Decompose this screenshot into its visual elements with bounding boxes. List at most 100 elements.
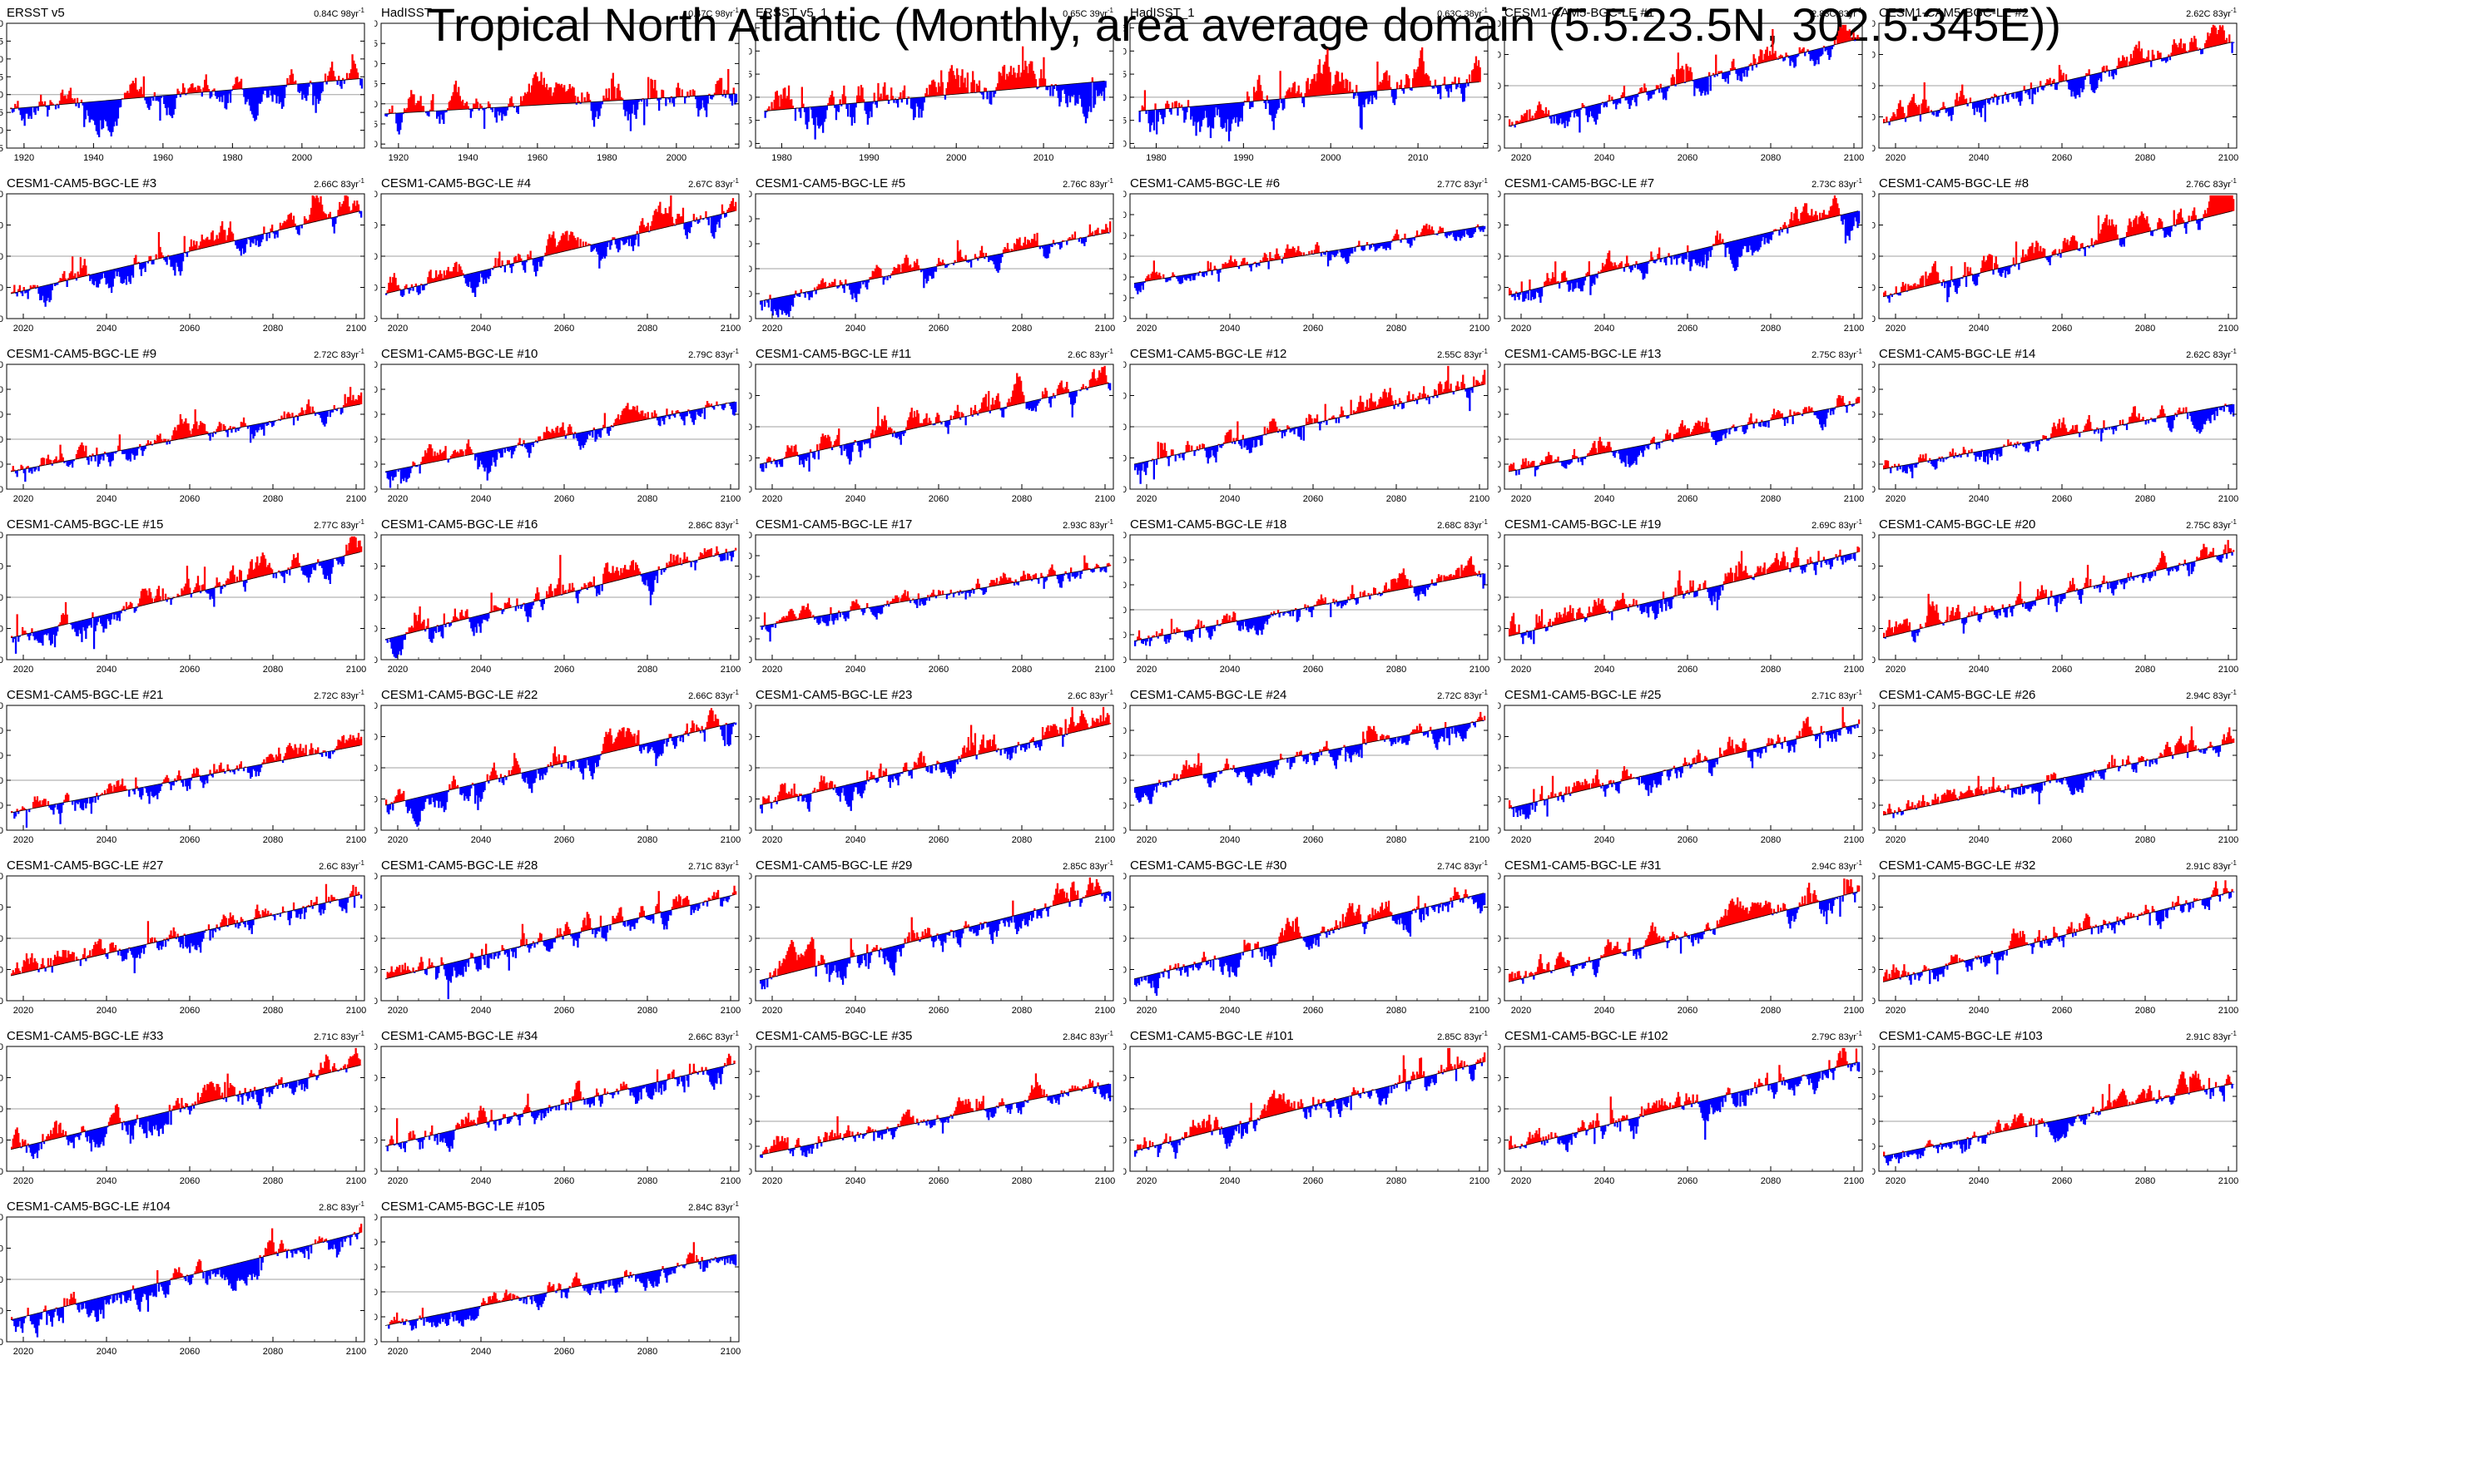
panel-title: CESM1-CAM5-BGC-LE #2: [1879, 6, 2029, 20]
negative-anomaly-area: [386, 1254, 737, 1331]
x-tick-label: 2040: [1594, 494, 1614, 504]
y-tick-label: -1.0: [1498, 1136, 1501, 1146]
x-tick-label: 2100: [346, 1006, 366, 1016]
y-tick-label: 2.0: [374, 19, 378, 29]
trend-line: [1508, 38, 1859, 127]
x-tick-label: 2020: [388, 1176, 408, 1186]
x-tick-label: 2080: [263, 1347, 283, 1357]
negative-anomaly-area: [1884, 1084, 2235, 1165]
y-tick-label: -0.5: [0, 108, 3, 118]
y-tick-label: 3.0: [374, 360, 378, 370]
y-tick-label: -1.0: [1498, 795, 1501, 805]
trend-line: [759, 891, 1110, 982]
y-tick-label: 0.0: [1498, 1105, 1501, 1115]
x-tick-label: 2040: [1220, 1176, 1240, 1186]
negative-anomaly-area: [1509, 40, 1856, 133]
panel-trend-label: 0.65C 39yr-1: [1063, 7, 1113, 19]
y-tick-label: 0.0: [749, 764, 752, 774]
x-tick-label: 2020: [388, 494, 408, 504]
negative-anomaly-area: [760, 566, 1108, 642]
x-tick-label: 2040: [845, 1176, 865, 1186]
trend-line: [384, 1063, 736, 1147]
y-tick-label: 0.5: [1123, 70, 1127, 80]
y-tick-label: 2.0: [1872, 726, 1876, 736]
x-tick-label: 2100: [721, 1347, 741, 1357]
x-tick-label: 2020: [1886, 835, 1906, 845]
negative-anomaly-area: [760, 232, 1110, 318]
chart-panel: CESM1-CAM5-BGC-LE #101 2.85C 83yr-1 2.0 1.0…: [1111, 1029, 1489, 1186]
panel-trend-label: 2.6C 83yr-1: [319, 859, 364, 872]
y-tick-label: 2.0: [1498, 872, 1501, 882]
negative-anomaly-area: [764, 81, 1107, 140]
y-tick-label: 0.0: [749, 934, 752, 944]
x-tick-label: 2020: [1511, 1006, 1531, 1016]
chart-panel: CESM1-CAM5-BGC-LE #9 2.72C 83yr-1 3.0 2.0 1.…: [0, 347, 366, 504]
y-tick-label: 0.0: [1498, 764, 1501, 774]
positive-anomaly-area: [762, 706, 1112, 805]
panel-trend-label: 2.91C 83yr-1: [2186, 1030, 2237, 1042]
trend-line: [384, 401, 736, 472]
x-tick-label: 2040: [845, 324, 865, 334]
y-tick-label: 0.0: [374, 252, 378, 262]
y-tick-label: 2.0: [1872, 385, 1876, 395]
x-tick-label: 2060: [1303, 1176, 1323, 1186]
y-tick-label: 0.0: [1872, 1117, 1876, 1127]
y-tick-label: -3.0: [1123, 314, 1127, 324]
positive-anomaly-area: [1883, 1071, 2233, 1156]
negative-anomaly-area: [1134, 893, 1486, 996]
x-tick-label: 1940: [458, 153, 478, 163]
y-tick-label: 1.0: [749, 240, 752, 250]
panel-trend-label: 2.84C 83yr-1: [1063, 1030, 1113, 1042]
x-tick-label: 2100: [1470, 665, 1489, 675]
y-tick-label: -1.0: [1498, 966, 1501, 976]
positive-anomaly-area: [11, 387, 363, 472]
trend-line: [1133, 225, 1484, 284]
chart-panel: CESM1-CAM5-BGC-LE #103 2.91C 83yr-1 3.0 2.0…: [1860, 1029, 2238, 1186]
y-tick-label: -2.0: [374, 826, 378, 836]
y-tick-label: 1.0: [1498, 562, 1501, 572]
panel-title: HadISST: [381, 6, 432, 20]
x-tick-label: 2020: [388, 1006, 408, 1016]
negative-anomaly-area: [760, 734, 1068, 814]
y-tick-label: 1.0: [374, 562, 378, 572]
y-tick-label: -2.0: [1498, 314, 1501, 324]
y-tick-label: 2.0: [0, 385, 3, 395]
x-tick-label: 2060: [554, 1176, 574, 1186]
x-tick-label: 2060: [1678, 835, 1697, 845]
x-tick-label: 2080: [1012, 494, 1032, 504]
x-tick-label: 1960: [153, 153, 173, 163]
x-tick-label: 2020: [1511, 1176, 1531, 1186]
positive-anomaly-area: [1509, 547, 1861, 636]
trend-line: [1882, 42, 2233, 124]
trend-line: [384, 550, 736, 641]
panel-trend-label: 2.73C 83yr-1: [1811, 177, 1862, 190]
trend-line: [1882, 552, 2233, 639]
x-tick-label: 2060: [554, 1347, 574, 1357]
positive-anomaly-area: [1509, 24, 1861, 126]
y-tick-label: 2.0: [374, 872, 378, 882]
y-tick-label: 0.0: [1498, 435, 1501, 445]
trend-line: [10, 1065, 361, 1150]
x-tick-label: 2100: [1095, 835, 1115, 845]
x-tick-label: 2060: [180, 494, 200, 504]
x-tick-label: 2020: [1137, 1006, 1157, 1016]
positive-anomaly-area: [385, 1242, 716, 1326]
y-tick-label: 2.0: [749, 1067, 752, 1077]
y-tick-label: -1.0: [374, 1136, 378, 1146]
x-tick-label: 2040: [1594, 1006, 1614, 1016]
x-tick-label: 2040: [471, 1176, 491, 1186]
x-tick-label: 2080: [1386, 1006, 1406, 1016]
negative-anomaly-area: [386, 722, 737, 827]
y-tick-label: 1.0: [1498, 410, 1501, 420]
x-tick-label: 2100: [2218, 1006, 2238, 1016]
positive-anomaly-area: [1509, 878, 1861, 982]
x-tick-label: 2060: [2052, 153, 2072, 163]
y-tick-label: -2.0: [0, 485, 3, 495]
y-tick-label: 1.0: [1498, 221, 1501, 231]
y-tick-label: -1.0: [1498, 460, 1501, 470]
plot-frame: [1129, 705, 1489, 831]
y-tick-label: 0.0: [1123, 252, 1127, 262]
positive-anomaly-area: [1142, 887, 1473, 977]
x-tick-label: 2020: [1511, 324, 1531, 334]
chart-panel: CESM1-CAM5-BGC-LE #27 2.6C 83yr-1 2.0 1.0 0.…: [0, 858, 366, 1016]
